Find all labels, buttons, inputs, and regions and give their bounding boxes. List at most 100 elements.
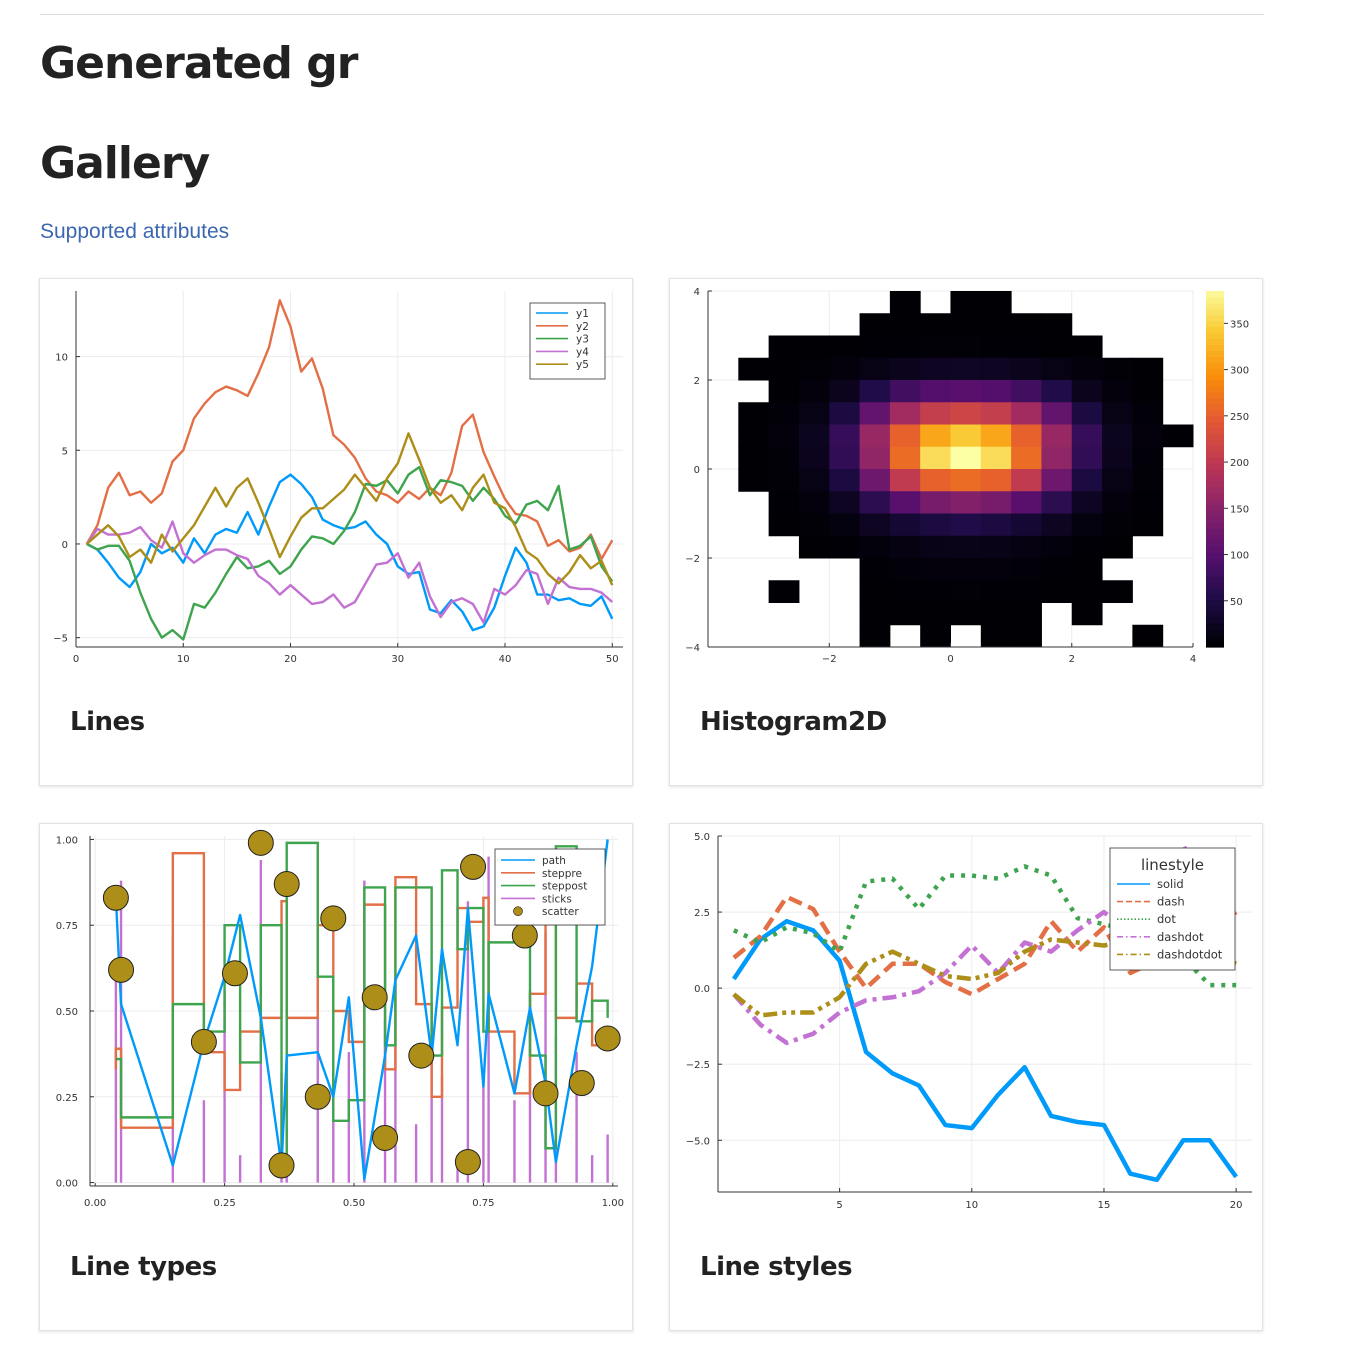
heatmap-cell bbox=[1132, 624, 1164, 648]
x-tick-label: 0.75 bbox=[472, 1198, 494, 1209]
colorbar-segment bbox=[1206, 558, 1224, 565]
heatmap-cell bbox=[798, 402, 830, 425]
colorbar-segment bbox=[1206, 498, 1224, 506]
heatmap-cell bbox=[980, 380, 1012, 403]
heatmap-cell bbox=[1041, 469, 1073, 492]
heatmap-cell bbox=[859, 313, 891, 336]
legend-label: y1 bbox=[576, 308, 589, 320]
heatmap-cell bbox=[889, 313, 921, 336]
heatmap-cell bbox=[980, 313, 1012, 336]
heatmap-cell bbox=[1041, 513, 1073, 537]
heatmap-cell bbox=[798, 357, 830, 381]
gallery-card-lines[interactable]: 0 10 20 30 40 50 −5 0 5 10 y1 y2 y3 y4 y5 Lines bbox=[39, 278, 633, 786]
heatmap-cell bbox=[1071, 357, 1103, 381]
y-tick-label: 0.00 bbox=[56, 1179, 78, 1190]
series-line-dashdot bbox=[732, 842, 1238, 1046]
y-tick-label: 0 bbox=[62, 540, 68, 551]
x-tick-label: 15 bbox=[1098, 1200, 1111, 1211]
heatmap-cell bbox=[980, 469, 1012, 492]
heatmap-cell bbox=[1071, 558, 1103, 581]
heatmap-cell bbox=[1132, 491, 1164, 514]
heatmap-cell bbox=[950, 335, 982, 359]
colorbar-segment bbox=[1206, 528, 1224, 535]
supported-attributes-link[interactable]: Supported attributes bbox=[40, 220, 230, 243]
heatmap-cell bbox=[950, 580, 982, 603]
heatmap-cell bbox=[1102, 535, 1133, 559]
heatmap-cell bbox=[1071, 402, 1103, 425]
heatmap-cell bbox=[1132, 513, 1164, 537]
y-tick-label: 2 bbox=[694, 376, 700, 387]
series-line-steppost bbox=[115, 841, 609, 1171]
card-title[interactable]: Line types bbox=[70, 1252, 217, 1282]
colorbar-segment bbox=[1206, 326, 1224, 334]
scatter-point bbox=[454, 1148, 481, 1175]
scatter-point bbox=[221, 960, 248, 987]
heatmap-cell bbox=[980, 513, 1012, 537]
heatmap-cell bbox=[738, 424, 770, 448]
heatmap-cell bbox=[980, 491, 1012, 514]
legend-title: linestyle bbox=[1141, 856, 1204, 874]
page-title: Generated gr bbox=[40, 38, 358, 89]
heatmap-cell bbox=[768, 402, 800, 425]
heatmap-cell bbox=[980, 424, 1012, 448]
card-title[interactable]: Histogram2D bbox=[700, 707, 887, 737]
heatmap-cell bbox=[889, 580, 921, 603]
heatmap-cell bbox=[1071, 335, 1103, 359]
x-tick-label: 20 bbox=[284, 654, 297, 665]
heatmap-cell bbox=[798, 335, 830, 359]
heatmap-cell bbox=[1011, 535, 1042, 559]
card-title[interactable]: Lines bbox=[70, 707, 145, 737]
heatmap-cell bbox=[920, 535, 951, 559]
heatmap-cell bbox=[1011, 491, 1042, 514]
y-tick-label: 0.0 bbox=[694, 984, 710, 995]
y-tick-label: 1.00 bbox=[56, 835, 78, 846]
x-tick-label: 0.50 bbox=[343, 1198, 365, 1209]
heatmap-cell bbox=[1102, 402, 1133, 425]
heatmap-cell bbox=[889, 446, 921, 470]
heatmap-cell bbox=[950, 602, 982, 626]
legend-label: sticks bbox=[542, 893, 572, 905]
gallery-card-histogram2d[interactable]: −2 0 2 4 −4 −2 0 2 4 50 100 150 200 250 300 350 Histogr… bbox=[669, 278, 1263, 786]
series-line-path bbox=[114, 839, 609, 1181]
histogram2d-chart: −2 0 2 4 −4 −2 0 2 4 50 100 150 200 250 300 350 bbox=[685, 287, 1249, 665]
colorbar-segment bbox=[1206, 457, 1224, 464]
colorbar-segment bbox=[1206, 391, 1224, 399]
series-line-y1 bbox=[86, 473, 614, 632]
gallery-card-line-types[interactable]: 0.00 0.25 0.50 0.75 1.00 0.00 0.25 0.50 0.75 1.00… bbox=[39, 823, 633, 1331]
series-line-dashdotdot bbox=[732, 937, 1238, 1018]
heatmap-cell bbox=[1041, 357, 1073, 381]
legend-label: dashdotdot bbox=[1157, 947, 1223, 961]
heatmap-cell bbox=[798, 380, 830, 403]
colorbar-tick-label: 300 bbox=[1230, 366, 1249, 377]
heatmap-cell bbox=[829, 424, 861, 448]
heatmap-cell bbox=[1132, 357, 1164, 381]
heatmap-cell bbox=[950, 535, 982, 559]
scatter-point bbox=[361, 984, 388, 1011]
colorbar-segment bbox=[1206, 362, 1224, 369]
heatmap-cell bbox=[859, 446, 891, 470]
series-line-y5 bbox=[85, 432, 614, 586]
colorbar-segment bbox=[1206, 635, 1224, 642]
heatmap-cell bbox=[889, 558, 921, 581]
heatmap-cell bbox=[798, 469, 830, 492]
heatmap-cell bbox=[798, 491, 830, 514]
y-tick-label: 0 bbox=[694, 465, 700, 476]
y-tick-label: 2.5 bbox=[694, 908, 710, 919]
x-tick-label: 0.00 bbox=[84, 1198, 106, 1209]
heatmap-cell bbox=[859, 580, 891, 603]
heatmap-cell bbox=[920, 424, 951, 448]
series-line-dot bbox=[732, 864, 1237, 988]
heatmap-cell bbox=[1102, 357, 1133, 381]
line-types-chart: 0.00 0.25 0.50 0.75 1.00 0.00 0.25 0.50 0.75 1.00… bbox=[56, 829, 624, 1209]
heatmap-cell bbox=[859, 491, 891, 514]
colorbar-segment bbox=[1206, 338, 1224, 345]
card-title[interactable]: Line styles bbox=[700, 1252, 853, 1282]
gallery-card-line-styles[interactable]: 5 10 15 20 −5.0 −2.5 0.0 2.5 5.0 linestyle solid da… bbox=[669, 823, 1263, 1331]
heatmap-cell bbox=[889, 380, 921, 403]
heatmap-cell bbox=[920, 335, 951, 359]
y-tick-label: 0.50 bbox=[56, 1007, 78, 1018]
heatmap-cell bbox=[738, 402, 770, 425]
heatmap-cell bbox=[980, 335, 1012, 359]
colorbar-tick-label: 200 bbox=[1230, 458, 1249, 469]
heatmap-cell bbox=[889, 602, 921, 626]
